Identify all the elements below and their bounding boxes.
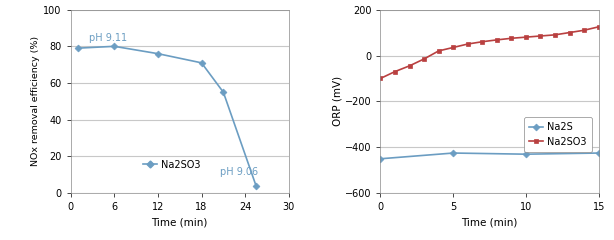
Text: pH 9.11: pH 9.11	[89, 33, 127, 43]
Na2SO3	[566, 31, 573, 34]
Na2SO3	[435, 49, 442, 52]
Na2SO3	[377, 77, 384, 80]
Na2S	[523, 153, 530, 156]
Legend: Na2S, Na2SO3: Na2S, Na2SO3	[524, 117, 592, 152]
Na2SO3	[508, 37, 515, 40]
Y-axis label: ORP (mV): ORP (mV)	[332, 76, 342, 126]
Na2SO3	[478, 40, 486, 43]
X-axis label: Time (min): Time (min)	[461, 218, 518, 228]
Legend: Na2SO3: Na2SO3	[139, 156, 204, 174]
Na2SO3	[449, 46, 457, 49]
Na2SO3	[580, 29, 588, 32]
Na2SO3	[537, 35, 544, 37]
X-axis label: Time (min): Time (min)	[152, 218, 208, 228]
Na2SO3	[493, 38, 500, 41]
Line: Na2S: Na2S	[378, 151, 601, 161]
Na2S	[595, 152, 602, 155]
Na2SO3	[523, 36, 530, 39]
Na2SO3	[595, 25, 602, 28]
Y-axis label: NOx removal efficiency (%): NOx removal efficiency (%)	[31, 36, 41, 167]
Na2S	[377, 157, 384, 160]
Na2SO3	[421, 58, 428, 60]
Na2SO3	[406, 64, 413, 67]
Na2SO3	[391, 70, 398, 73]
Na2SO3	[551, 33, 559, 36]
Na2S	[449, 152, 457, 155]
Line: Na2SO3: Na2SO3	[378, 24, 601, 81]
Na2SO3	[464, 42, 472, 45]
Text: pH 9.06: pH 9.06	[220, 167, 258, 177]
